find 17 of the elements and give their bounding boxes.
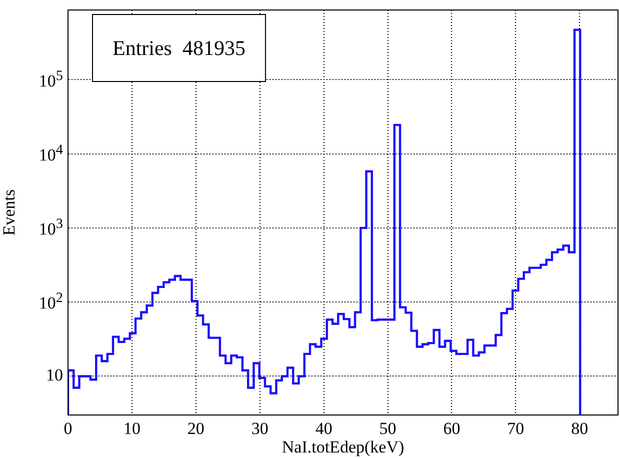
x-tick-label: 10 xyxy=(123,419,140,438)
x-axis-title: NaI.totEdep(keV) xyxy=(282,437,404,456)
x-tick-label: 30 xyxy=(251,419,268,438)
y-tick-label: 10$^{2}$ xyxy=(38,290,63,313)
x-tick-label: 0 xyxy=(64,419,72,438)
x-tick-label: 80 xyxy=(571,419,588,438)
x-tick-label: 60 xyxy=(443,419,460,438)
y-tick-label: 10$^{3}$ xyxy=(38,216,63,239)
x-tick-label: 20 xyxy=(187,419,204,438)
y-tick-label: 10 xyxy=(46,366,63,385)
x-tick-label: 50 xyxy=(379,419,396,438)
y-tick-label: 10$^{4}$ xyxy=(38,142,63,165)
x-tick-label: 40 xyxy=(315,419,332,438)
y-tick-label: 10$^{5}$ xyxy=(38,68,63,90)
x-tick-label: 70 xyxy=(507,419,524,438)
annotation: Entries 481935 xyxy=(92,14,266,82)
y-axis-title: Events xyxy=(0,189,19,236)
